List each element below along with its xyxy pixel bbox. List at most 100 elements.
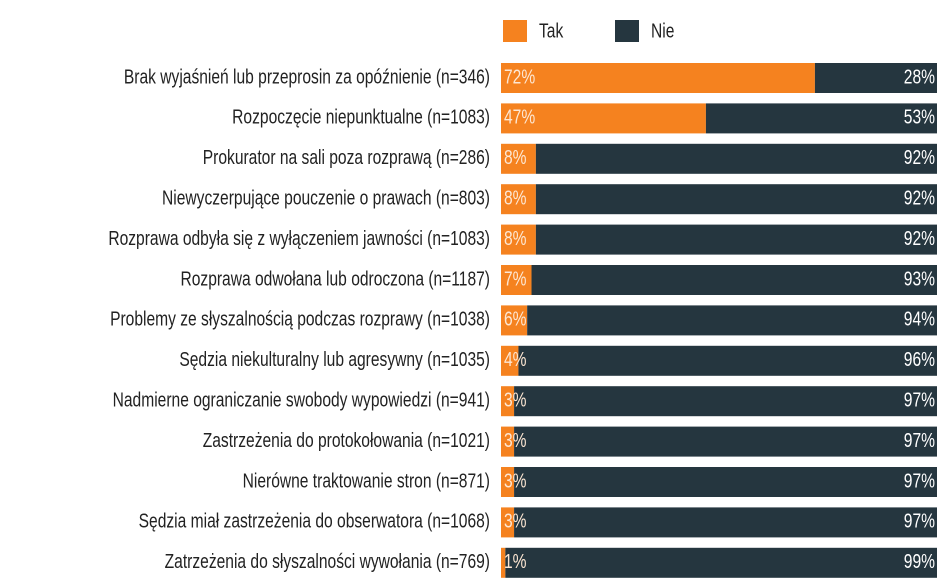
- bar-segment: [535, 184, 937, 215]
- bar-segment: [514, 426, 937, 457]
- category-label: Problemy ze słyszalnością podczas rozpra…: [110, 308, 490, 330]
- category-group: Nierówne traktowanie stron (n=871): [243, 469, 490, 491]
- legend-group: Nie: [651, 19, 674, 41]
- legend-swatch: [503, 20, 527, 42]
- legend-swatch: [615, 20, 639, 42]
- value-label: 97%: [904, 510, 935, 532]
- value-label: 93%: [904, 267, 935, 289]
- value-label-group: 28%: [904, 65, 935, 87]
- value-label-group: 8%: [504, 187, 527, 209]
- value-label-group: 3%: [504, 469, 527, 491]
- value-label: 6%: [504, 308, 527, 330]
- value-label: 7%: [504, 267, 527, 289]
- value-label-group: 92%: [904, 146, 935, 168]
- category-label: Prokurator na sali poza rozprawą (n=286): [203, 146, 490, 168]
- value-label: 96%: [904, 348, 935, 370]
- value-label-group: 6%: [504, 308, 527, 330]
- value-label-group: 97%: [904, 510, 935, 532]
- category-label: Nadmierne ograniczanie swobody wypowiedz…: [113, 389, 490, 411]
- value-label: 8%: [504, 187, 527, 209]
- value-label-group: 97%: [904, 429, 935, 451]
- value-label-group: 3%: [504, 389, 527, 411]
- category-label: Rozprawa odbyła się z wyłączeniem jawnoś…: [108, 227, 490, 249]
- bar-segment: [527, 305, 937, 336]
- category-label: Brak wyjaśnień lub przeprosin za opóźnie…: [124, 65, 490, 87]
- value-label: 8%: [504, 227, 527, 249]
- bar-segment: [501, 265, 532, 295]
- value-label-group: 96%: [904, 348, 935, 370]
- bar-segment: [501, 345, 519, 376]
- legend-group: Tak: [539, 19, 563, 41]
- category-label: Rozpoczęcie niepunktualne (n=1083): [232, 106, 490, 128]
- category-label: Niewyczerpujące pouczenie o prawach (n=8…: [162, 187, 490, 209]
- category-label: Sędzia niekulturalny lub agresywny (n=10…: [179, 348, 490, 370]
- category-group: Niewyczerpujące pouczenie o prawach (n=8…: [162, 187, 490, 209]
- category-group: Zastrzeżenia do protokołowania (n=1021): [203, 429, 490, 451]
- category-label: Rozprawa odwołana lub odroczona (n=1187): [180, 267, 490, 289]
- value-label: 97%: [904, 469, 935, 491]
- category-group: Prokurator na sali poza rozprawą (n=286): [203, 146, 490, 168]
- value-label-group: 7%: [504, 267, 527, 289]
- category-group: Rozpoczęcie niepunktualne (n=1083): [232, 106, 490, 128]
- category-group: Problemy ze słyszalnością podczas rozpra…: [110, 308, 490, 330]
- value-label: 28%: [904, 65, 935, 87]
- category-group: Nadmierne ograniczanie swobody wypowiedz…: [113, 389, 490, 411]
- value-label-group: 53%: [904, 106, 935, 128]
- bar-segment: [501, 467, 515, 497]
- bar-segment: [501, 143, 536, 174]
- category-group: Rozprawa odwołana lub odroczona (n=1187): [180, 267, 490, 289]
- bar-segment: [705, 103, 937, 134]
- value-label: 3%: [504, 510, 527, 532]
- category-group: Sędzia miał zastrzeżenia do obserwatora …: [139, 510, 490, 532]
- category-group: Sędzia niekulturalny lub agresywny (n=10…: [179, 348, 490, 370]
- category-group: Brak wyjaśnień lub przeprosin za opóźnie…: [124, 65, 490, 87]
- bar-segment: [501, 305, 528, 336]
- value-label: 47%: [504, 106, 535, 128]
- value-label: 92%: [904, 146, 935, 168]
- bar-segment: [514, 507, 937, 538]
- bar-segment: [501, 224, 536, 255]
- value-label-group: 3%: [504, 429, 527, 451]
- value-label-group: 8%: [504, 227, 527, 249]
- category-label: Sędzia miał zastrzeżenia do obserwatora …: [139, 510, 490, 532]
- value-label: 3%: [504, 469, 527, 491]
- bar-segment: [505, 547, 937, 578]
- value-label: 1%: [504, 550, 527, 572]
- value-label-group: 3%: [504, 510, 527, 532]
- value-label: 99%: [904, 550, 935, 572]
- bar-segment: [535, 224, 937, 255]
- value-label: 53%: [904, 106, 935, 128]
- value-label: 97%: [904, 389, 935, 411]
- value-label-group: 4%: [504, 348, 527, 370]
- value-label-group: 72%: [504, 65, 535, 87]
- value-label-group: 97%: [904, 469, 935, 491]
- value-label: 92%: [904, 227, 935, 249]
- value-label: 92%: [904, 187, 935, 209]
- bar-segment: [501, 386, 515, 417]
- bar-segment: [501, 184, 536, 215]
- category-group: Zatrzeżenia do słyszalności wywołania (n…: [165, 550, 490, 572]
- category-label: Zastrzeżenia do protokołowania (n=1021): [203, 429, 490, 451]
- bar-segment: [501, 63, 815, 93]
- value-label-group: 99%: [904, 550, 935, 572]
- category-label: Zatrzeżenia do słyszalności wywołania (n…: [165, 550, 490, 572]
- value-label: 72%: [504, 65, 535, 87]
- value-label-group: 92%: [904, 187, 935, 209]
- value-label: 8%: [504, 146, 527, 168]
- bar-segment: [535, 143, 937, 174]
- bar-segment: [501, 507, 515, 538]
- bar-segment: [501, 547, 506, 578]
- value-label-group: 47%: [504, 106, 535, 128]
- legend-label: Nie: [651, 19, 674, 41]
- bar-segment: [531, 265, 937, 295]
- value-label-group: 8%: [504, 146, 527, 168]
- category-label: Nierówne traktowanie stron (n=871): [243, 469, 490, 491]
- value-label-group: 93%: [904, 267, 935, 289]
- value-label-group: 1%: [504, 550, 527, 572]
- value-label: 97%: [904, 429, 935, 451]
- bar-segment: [514, 386, 937, 417]
- bar-segment: [814, 63, 937, 93]
- category-group: Rozprawa odbyła się z wyłączeniem jawnoś…: [108, 227, 490, 249]
- value-label: 4%: [504, 348, 527, 370]
- bar-segment: [501, 103, 706, 134]
